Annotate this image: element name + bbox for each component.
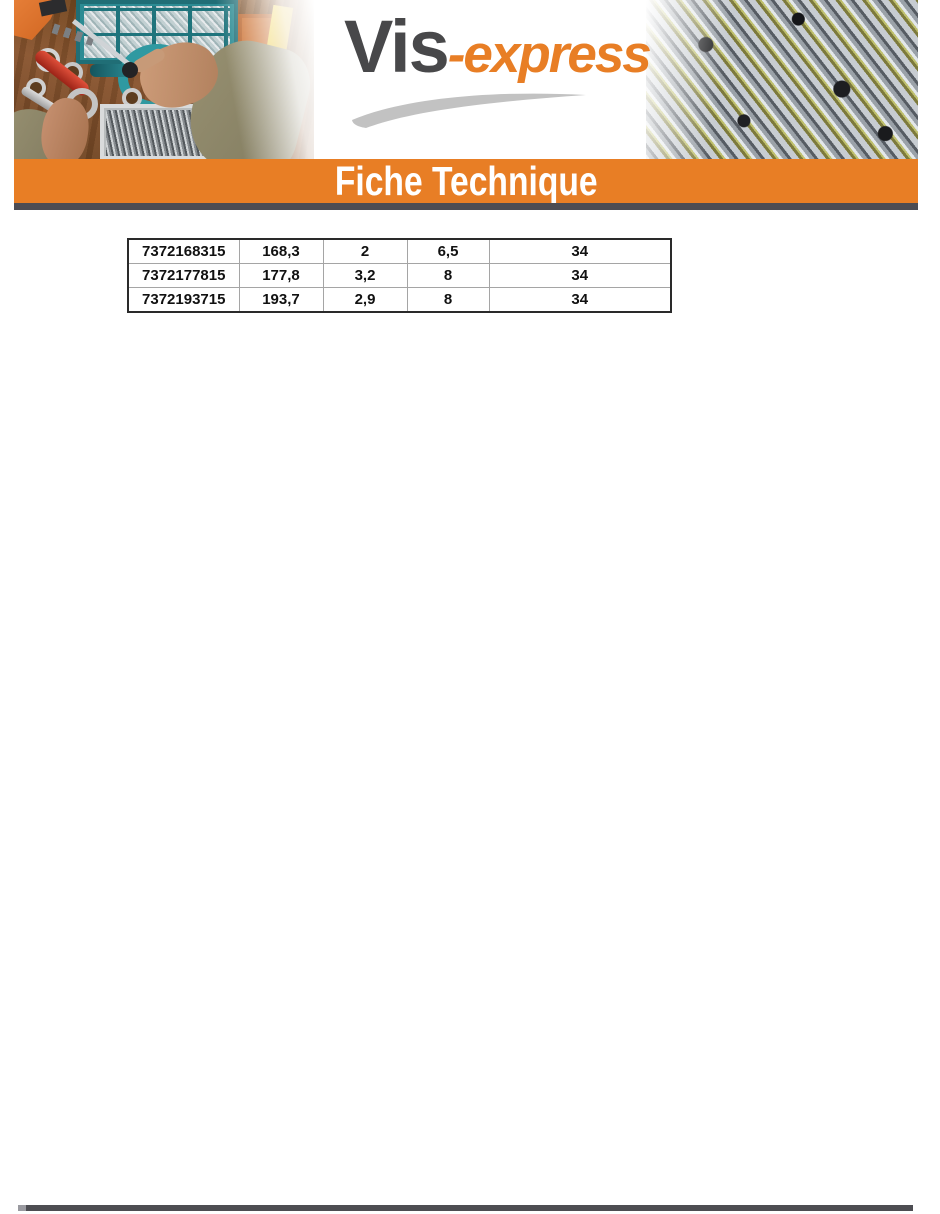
table-cell: 168,3 <box>238 238 324 264</box>
vis-express-logo: Vis-express <box>344 10 652 140</box>
table-cell: 34 <box>488 238 672 264</box>
logo-text-express: -express <box>447 25 652 84</box>
spec-table-body: 7372168315 168,3 2 6,5 34 7372177815 177,8 3,2 8… <box>127 238 672 313</box>
table-cell: 34 <box>488 287 672 313</box>
table-cell: 2,9 <box>322 287 408 313</box>
table-row: 7372177815 177,8 3,2 8 34 <box>127 263 672 288</box>
footer-rule-bar <box>18 1205 913 1211</box>
logo-text-vis: Vis <box>344 5 450 88</box>
table-row: 7372193715 193,7 2,9 8 34 <box>127 287 672 313</box>
table-cell: 7372193715 <box>127 287 240 313</box>
table-cell: 8 <box>406 263 490 288</box>
table-row: 7372168315 168,3 2 6,5 34 <box>127 238 672 264</box>
table-cell: 6,5 <box>406 238 490 264</box>
header-band: Vis-express <box>14 0 918 159</box>
workbench-photo <box>14 0 314 159</box>
table-cell: 7372177815 <box>127 263 240 288</box>
banner-divider-bar <box>14 203 918 210</box>
table-cell: 7372168315 <box>127 238 240 264</box>
photo-fade-overlay <box>14 0 314 159</box>
fiche-technique-banner: Fiche Technique <box>14 159 918 203</box>
table-cell: 8 <box>406 287 490 313</box>
page-title: Fiche Technique <box>334 157 598 204</box>
photo-fade-overlay <box>646 0 918 159</box>
footer-rule-tip <box>18 1205 26 1211</box>
table-cell: 193,7 <box>238 287 324 313</box>
logo-text: Vis-express <box>344 10 652 85</box>
table-cell: 177,8 <box>238 263 324 288</box>
logo-swoosh-icon <box>352 93 586 128</box>
screws-photo <box>646 0 918 159</box>
table-cell: 34 <box>488 263 672 288</box>
table-cell: 3,2 <box>322 263 408 288</box>
table-cell: 2 <box>322 238 408 264</box>
spec-table: 7372168315 168,3 2 6,5 34 7372177815 177,8 3,2 8… <box>127 238 672 313</box>
